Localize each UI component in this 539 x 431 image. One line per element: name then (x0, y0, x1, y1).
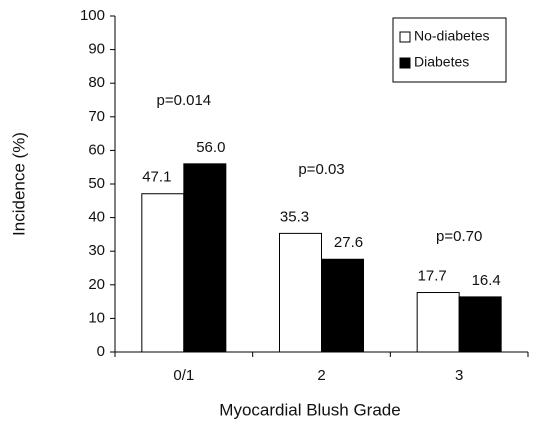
y-axis-label: Incidence (%) (9, 132, 28, 236)
y-tick-label: 80 (88, 74, 105, 91)
y-tick-label: 50 (88, 175, 105, 192)
y-tick-label: 100 (80, 7, 105, 24)
data-label: 17.7 (418, 267, 447, 284)
y-tick-label: 90 (88, 41, 105, 58)
data-label: 56.0 (196, 139, 225, 156)
legend-label: No-diabetes (414, 28, 490, 44)
y-tick-label: 10 (88, 309, 105, 326)
bar (141, 193, 185, 353)
x-axis-label: Myocardial Blush Grade (219, 400, 400, 419)
y-tick-label: 70 (88, 108, 105, 125)
legend-swatch (399, 57, 411, 69)
legend-box (392, 17, 507, 83)
y-tick-label: 60 (88, 141, 105, 158)
bar (279, 232, 322, 353)
data-label: 27.6 (334, 234, 363, 251)
bar (183, 163, 227, 353)
bar (458, 296, 502, 353)
annotation: p=0.03 (298, 161, 344, 178)
y-tick-label: 0 (97, 343, 105, 360)
annotation: p=0.014 (157, 92, 212, 109)
data-label: 47.1 (142, 169, 171, 186)
bar (416, 292, 460, 353)
x-tick-label: 0/1 (173, 367, 194, 384)
legend-label: Diabetes (414, 54, 469, 70)
data-label: 16.4 (472, 272, 501, 289)
x-tick-label: 2 (317, 367, 325, 384)
y-tick-label: 40 (88, 209, 105, 226)
data-label: 35.3 (280, 208, 309, 225)
annotation: p=0.70 (436, 228, 482, 245)
y-tick-label: 20 (88, 276, 105, 293)
y-tick-label: 30 (88, 242, 105, 259)
legend-swatch (399, 31, 411, 43)
bar (321, 258, 364, 353)
x-tick-label: 3 (455, 367, 463, 384)
